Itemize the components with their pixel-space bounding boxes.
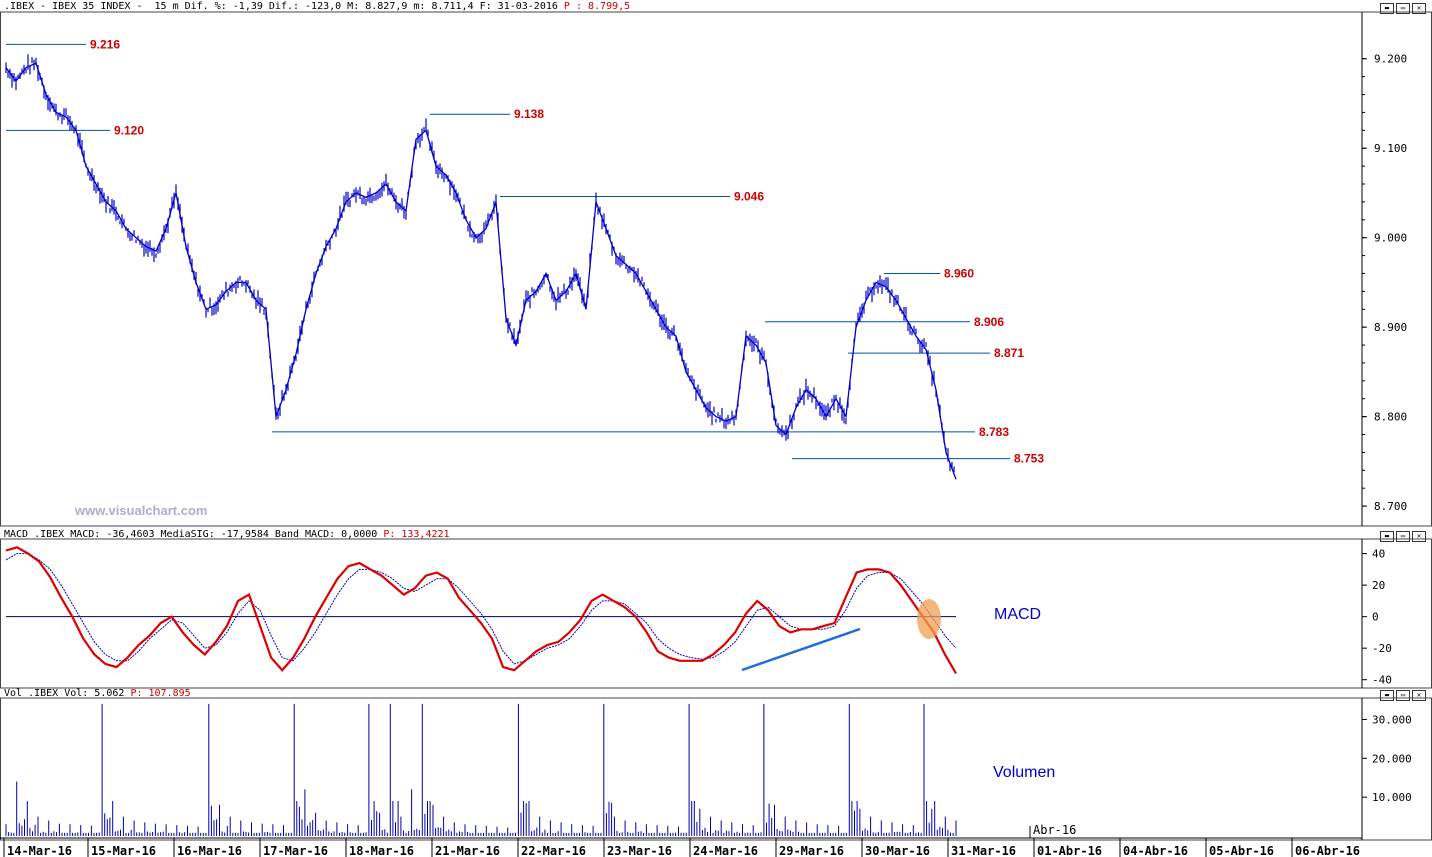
x-tick-label: 29-Mar-16 bbox=[779, 844, 844, 857]
signal-line bbox=[5, 553, 957, 665]
panel-frame bbox=[0, 538, 1432, 689]
minimize-icon[interactable]: ▬ bbox=[1380, 3, 1394, 14]
level-label: 9.120 bbox=[114, 123, 144, 137]
minimize-icon[interactable]: ▬ bbox=[1380, 531, 1394, 542]
close-icon[interactable]: ✕ bbox=[1412, 690, 1426, 701]
x-tick-label: 22-Mar-16 bbox=[521, 844, 586, 857]
price-info-text: .IBEX - IBEX 35 INDEX - 15 m Dif. %: -1,… bbox=[4, 1, 558, 12]
y-tick-label: 20.000 bbox=[1372, 752, 1412, 765]
price-line bbox=[5, 62, 957, 480]
x-tick-label: 15-Mar-16 bbox=[91, 844, 156, 857]
volume-bars bbox=[5, 703, 957, 836]
y-tick-label: 9.200 bbox=[1374, 53, 1407, 66]
x-tick-label: 24-Mar-16 bbox=[693, 844, 758, 857]
y-tick-label: 8.700 bbox=[1374, 500, 1407, 513]
x-tick-label: 31-Mar-16 bbox=[951, 844, 1016, 857]
price-bars bbox=[5, 54, 955, 473]
volume-header: Vol_.IBEX Vol: 5.062 P: 107.895 bbox=[4, 688, 191, 699]
close-icon[interactable]: ✕ bbox=[1412, 531, 1426, 542]
y-tick-label: -40 bbox=[1372, 674, 1392, 687]
volume-panel-buttons: ▬ ▭ ✕ bbox=[1380, 690, 1426, 701]
trend-line bbox=[741, 627, 861, 672]
price-last-text: P : 8.799,5 bbox=[563, 1, 631, 12]
maximize-icon[interactable]: ▭ bbox=[1396, 531, 1410, 542]
panel-frame bbox=[0, 697, 1432, 841]
close-icon[interactable]: ✕ bbox=[1412, 3, 1426, 14]
minimize-icon[interactable]: ▬ bbox=[1380, 690, 1394, 701]
x-tick-label: 04-Abr-16 bbox=[1123, 844, 1188, 857]
y-tick-label: 8.800 bbox=[1374, 411, 1407, 424]
x-tick-label: 30-Mar-16 bbox=[865, 844, 930, 857]
level-label: 8.960 bbox=[944, 266, 974, 280]
y-tick-label: 8.900 bbox=[1374, 321, 1407, 334]
watermark: www.visualchart.com bbox=[74, 503, 207, 518]
x-extra-label: Abr-16 bbox=[1033, 823, 1076, 837]
macd-last-text: P: 133,4221 bbox=[383, 529, 450, 540]
level-label: 9.138 bbox=[514, 107, 544, 121]
y-tick-label: 10.000 bbox=[1372, 791, 1412, 804]
macd-line bbox=[5, 546, 957, 674]
macd-panel-label: MACD bbox=[994, 606, 1041, 623]
macd-info-text: MACD_.IBEX MACD: -36,4603 MediaSIG: -17,… bbox=[4, 529, 378, 540]
y-tick-label: 9.000 bbox=[1374, 232, 1407, 245]
x-tick-label: 06-Abr-16 bbox=[1295, 844, 1360, 857]
x-tick-label: 14-Mar-16 bbox=[7, 844, 72, 857]
level-label: 8.753 bbox=[1014, 452, 1044, 466]
vol-info-text: Vol_.IBEX Vol: 5.062 bbox=[4, 688, 125, 699]
y-tick-label: 9.100 bbox=[1374, 142, 1407, 155]
maximize-icon[interactable]: ▭ bbox=[1396, 3, 1410, 14]
level-label: 9.216 bbox=[90, 37, 120, 51]
highlight-ellipse bbox=[917, 599, 941, 639]
x-tick-label: 18-Mar-16 bbox=[349, 844, 414, 857]
x-tick-label: 17-Mar-16 bbox=[263, 844, 328, 857]
y-tick-label: 40 bbox=[1372, 548, 1385, 561]
level-label: 8.783 bbox=[979, 425, 1009, 439]
x-tick-label: 16-Mar-16 bbox=[177, 844, 242, 857]
volume-panel-label: Volumen bbox=[993, 764, 1055, 781]
x-tick-label: 21-Mar-16 bbox=[435, 844, 500, 857]
panel-frame bbox=[0, 11, 1432, 527]
y-tick-label: -20 bbox=[1372, 642, 1392, 655]
level-label: 8.906 bbox=[974, 315, 1004, 329]
macd-header: MACD_.IBEX MACD: -36,4603 MediaSIG: -17,… bbox=[4, 529, 450, 540]
y-tick-label: 30.000 bbox=[1372, 713, 1412, 726]
vol-last-text: P: 107.895 bbox=[130, 688, 191, 699]
macd-panel-buttons: ▬ ▭ ✕ bbox=[1380, 531, 1426, 542]
price-header: .IBEX - IBEX 35 INDEX - 15 m Dif. %: -1,… bbox=[4, 1, 630, 12]
x-tick-label: 01-Abr-16 bbox=[1037, 844, 1102, 857]
maximize-icon[interactable]: ▭ bbox=[1396, 690, 1410, 701]
x-tick-label: 05-Abr-16 bbox=[1209, 844, 1274, 857]
level-label: 9.046 bbox=[734, 190, 764, 204]
level-label: 8.871 bbox=[994, 346, 1024, 360]
y-tick-label: 20 bbox=[1372, 579, 1385, 592]
y-tick-label: 0 bbox=[1372, 611, 1379, 624]
price-panel-buttons: ▬ ▭ ✕ bbox=[1380, 3, 1426, 14]
x-tick-label: 23-Mar-16 bbox=[607, 844, 672, 857]
